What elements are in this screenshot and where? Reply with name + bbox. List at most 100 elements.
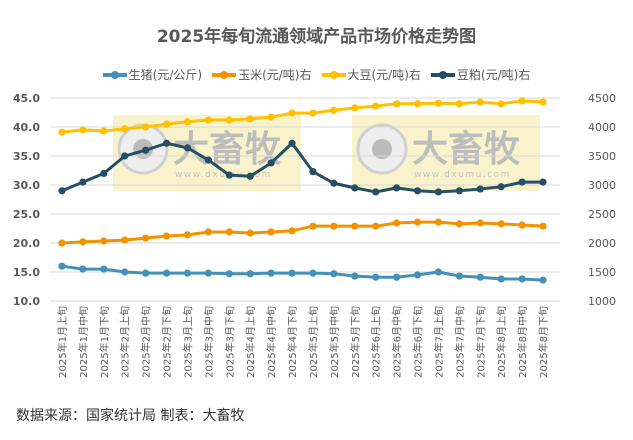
data-point <box>162 139 171 147</box>
data-point <box>204 269 212 277</box>
data-point <box>225 116 233 124</box>
x-axis-label: 2025年3月下旬 <box>223 306 236 378</box>
series-line <box>61 220 544 245</box>
x-axis-label: 2025年3月中旬 <box>202 306 215 378</box>
data-point <box>539 276 547 284</box>
x-axis-label: 2025年8月上旬 <box>495 306 508 378</box>
data-point <box>100 127 108 135</box>
x-axis-label: 2025年7月中旬 <box>453 306 466 378</box>
data-point <box>413 100 422 108</box>
x-axis-label: 2025年4月上旬 <box>244 306 257 378</box>
right-axis-tick: 2000 <box>588 237 616 250</box>
data-source-footer: 数据来源：国家统计局 制表：大畜牧 <box>16 408 245 424</box>
data-point <box>225 171 233 179</box>
x-axis-label: 2025年1月上旬 <box>56 306 69 378</box>
data-point <box>351 104 359 112</box>
left-axis-tick: 40.0 <box>13 121 40 134</box>
data-point <box>162 120 171 128</box>
line-marker-icon <box>102 70 127 79</box>
data-point <box>539 98 547 106</box>
data-point <box>246 172 254 180</box>
data-point <box>100 265 108 273</box>
left-axis-tick: 45.0 <box>13 92 40 105</box>
data-point <box>246 115 254 123</box>
data-point <box>476 219 484 227</box>
data-point <box>455 220 463 228</box>
right-axis-tick: 3000 <box>588 179 616 192</box>
data-point <box>58 128 66 136</box>
data-point <box>476 273 484 281</box>
legend-label: 玉米(元/吨)右 <box>238 68 312 82</box>
data-point <box>413 218 422 226</box>
data-point <box>100 169 108 177</box>
x-axis-label: 2025年2月下旬 <box>161 306 174 378</box>
data-point <box>267 228 275 236</box>
data-point <box>393 273 401 281</box>
x-axis-label: 2025年5月上旬 <box>307 306 320 378</box>
data-point <box>372 222 380 230</box>
data-point <box>288 269 296 277</box>
data-point <box>79 178 87 186</box>
left-axis-tick: 35.0 <box>13 150 40 163</box>
data-point <box>539 222 547 230</box>
right-axis-tick: 1000 <box>588 295 616 308</box>
x-axis-label: 2025年2月上旬 <box>119 306 132 378</box>
data-point <box>79 238 87 246</box>
data-point <box>162 269 171 277</box>
data-point <box>309 269 317 277</box>
watermark-logo-icon <box>372 139 392 159</box>
data-point <box>330 222 338 230</box>
data-point <box>393 100 401 108</box>
x-axis-label: 2025年7月下旬 <box>474 306 487 378</box>
line-marker-icon <box>212 70 237 79</box>
right-axis-tick: 3500 <box>588 150 616 163</box>
data-point <box>393 184 401 192</box>
data-point <box>351 184 359 192</box>
data-point <box>142 269 150 277</box>
data-point <box>162 232 171 240</box>
data-point <box>372 273 380 281</box>
data-point <box>58 239 66 247</box>
x-axis-label: 2025年2月中旬 <box>140 306 153 378</box>
data-point <box>121 236 129 244</box>
data-point <box>455 272 463 280</box>
line-marker-icon <box>321 70 346 79</box>
data-point <box>393 219 401 227</box>
data-point <box>246 229 254 237</box>
data-point <box>309 222 317 230</box>
legend-label: 大豆(元/吨)右 <box>347 68 421 82</box>
data-point <box>183 269 192 277</box>
right-axis-tick: 2500 <box>588 208 616 221</box>
data-point <box>142 146 150 154</box>
data-point <box>476 185 484 193</box>
data-point <box>497 220 505 228</box>
series-line <box>61 264 544 282</box>
left-axis-tick: 30.0 <box>13 179 40 192</box>
data-point <box>539 178 547 186</box>
chart-legend: 生猪(元/公斤) 玉米(元/吨)右 大豆(元/吨)右 豆粕(元/吨)右 <box>0 66 633 83</box>
watermark-url: www.dxumu.com <box>175 170 272 180</box>
data-point <box>434 218 443 226</box>
data-point <box>267 113 275 121</box>
data-point <box>413 187 422 195</box>
data-point <box>204 156 212 164</box>
data-point <box>142 123 150 131</box>
x-axis-label: 2025年7月上旬 <box>432 306 445 378</box>
data-point <box>204 116 212 124</box>
data-point <box>518 97 526 105</box>
legend-label: 豆粕(元/吨)右 <box>456 68 531 82</box>
left-axis-tick: 20.0 <box>13 237 40 250</box>
legend-item-soybean: 大豆(元/吨)右 <box>321 66 421 83</box>
x-axis-label: 2025年6月下旬 <box>412 306 425 378</box>
data-point <box>288 109 296 117</box>
legend-item-corn: 玉米(元/吨)右 <box>212 66 312 83</box>
data-point <box>351 272 359 280</box>
data-point <box>455 187 463 195</box>
data-point <box>372 102 380 110</box>
data-point <box>434 268 443 276</box>
data-point <box>518 178 526 186</box>
data-point <box>121 268 129 276</box>
data-point <box>497 100 505 108</box>
data-point <box>434 99 443 107</box>
